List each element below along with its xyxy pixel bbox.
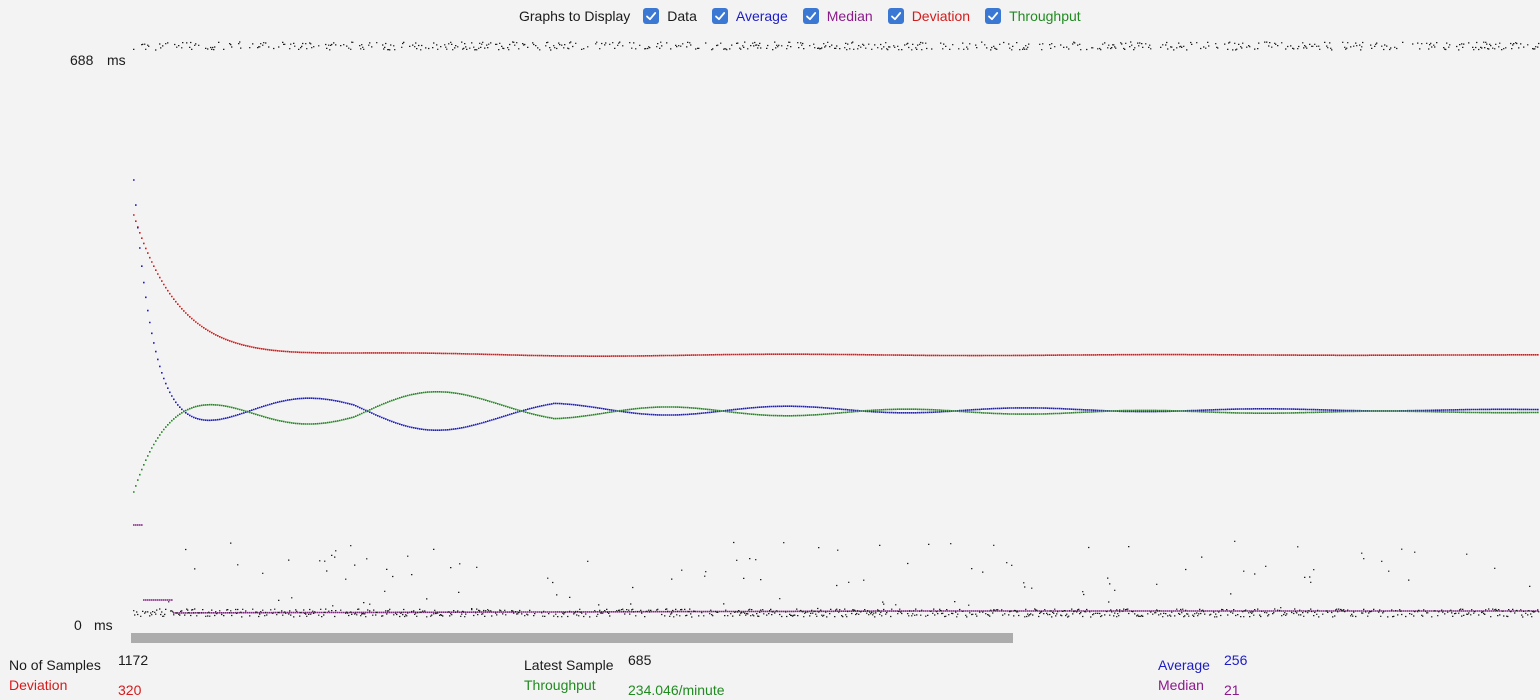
average-label: Average <box>1158 657 1210 673</box>
y-axis-max-unit: ms <box>107 52 126 68</box>
no-of-samples-value: 1172 <box>118 652 149 668</box>
average-value: 256 <box>1224 652 1248 668</box>
checkbox-throughput[interactable]: Throughput <box>985 8 1081 24</box>
y-axis-max-label: 688 <box>70 52 94 68</box>
y-axis-min-label: 0 <box>74 617 82 633</box>
checkbox-median[interactable]: Median <box>802 8 873 24</box>
data-series <box>133 41 1540 618</box>
graphs-to-display-bar: Graphs to Display Data Average Median De… <box>519 6 1096 26</box>
checkbox-deviation[interactable]: Deviation <box>887 8 971 24</box>
median-label: Median <box>1158 677 1204 693</box>
median-value: 21 <box>1224 682 1240 698</box>
checkbox-checked-icon[interactable] <box>802 8 819 24</box>
data-points-low <box>133 608 1540 618</box>
average-series <box>133 179 1539 431</box>
checkbox-data[interactable]: Data <box>643 8 697 24</box>
checkbox-median-label: Median <box>826 8 873 24</box>
latest-sample-value: 685 <box>628 652 652 668</box>
data-points-high <box>133 41 1540 51</box>
graphs-to-display-label: Graphs to Display <box>519 8 631 24</box>
checkbox-checked-icon[interactable] <box>711 8 728 24</box>
deviation-label: Deviation <box>9 677 68 693</box>
checkbox-checked-icon[interactable] <box>643 8 660 24</box>
checkbox-average-label: Average <box>735 8 788 24</box>
latest-sample-label: Latest Sample <box>524 657 614 673</box>
average-series-points <box>133 179 1539 431</box>
deviation-series <box>133 214 1539 357</box>
throughput-series <box>133 391 1539 493</box>
throughput-series-points <box>133 391 1539 493</box>
data-points-mid <box>168 540 1531 611</box>
checkbox-deviation-label: Deviation <box>911 8 971 24</box>
checkbox-throughput-label: Throughput <box>1009 8 1081 24</box>
median-series <box>133 524 1539 614</box>
checkbox-data-label: Data <box>667 8 697 24</box>
checkbox-checked-icon[interactable] <box>887 8 904 24</box>
response-time-graph <box>133 41 1540 618</box>
no-of-samples-label: No of Samples <box>9 657 101 673</box>
graph-horizontal-scrollbar[interactable] <box>131 633 1013 643</box>
y-axis-min-unit: ms <box>94 617 113 633</box>
deviation-series-points <box>133 214 1539 357</box>
throughput-value: 234.046/minute <box>628 682 725 698</box>
deviation-value: 320 <box>118 682 142 698</box>
checkbox-checked-icon[interactable] <box>985 8 1002 24</box>
median-series-points <box>133 524 1539 614</box>
throughput-label: Throughput <box>524 677 596 693</box>
checkbox-average[interactable]: Average <box>711 8 788 24</box>
